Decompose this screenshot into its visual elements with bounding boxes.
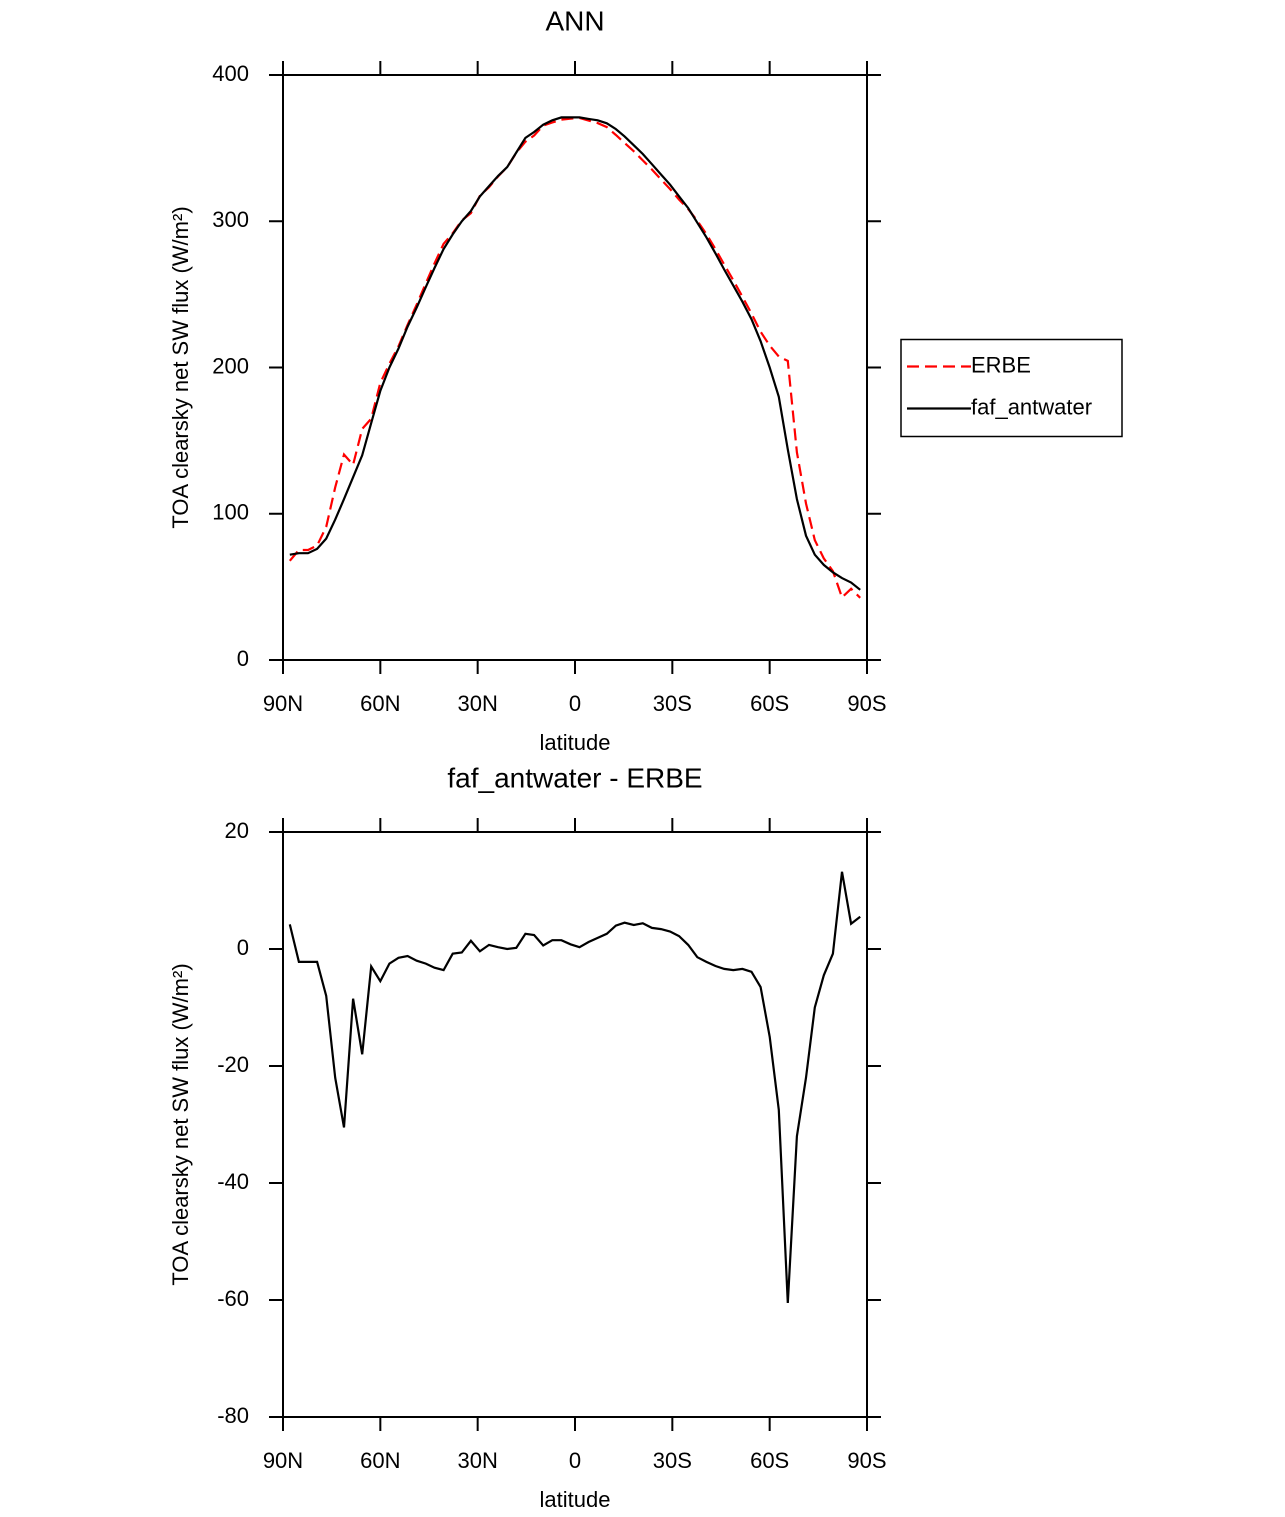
y-tick-label: -80 [217,1403,249,1428]
y-tick-label: 0 [237,935,249,960]
x-tick-label: 90N [263,1448,303,1473]
legend-box [900,338,1123,438]
x-tick-label: 30S [653,1448,692,1473]
plot-frame [282,74,868,661]
y-tick-label: 20 [225,818,249,843]
x-tick-label: 60N [360,691,400,716]
x-tick-label: 30N [457,1448,497,1473]
x-tick-label: 30N [457,691,497,716]
y-tick-label: 100 [212,500,249,525]
x-tick-label: 90N [263,691,303,716]
legend-label: ERBE [971,352,1031,377]
x-tick-label: 60S [750,691,789,716]
y-axis-label: TOA clearsky net SW flux (W/m²) [168,206,193,528]
x-tick-label: 0 [569,691,581,716]
x-tick-label: 90S [847,691,886,716]
y-tick-label: 0 [237,646,249,671]
x-tick-label: 60N [360,1448,400,1473]
y-tick-label: -20 [217,1052,249,1077]
data-line [288,116,861,600]
x-tick-label: 30S [653,691,692,716]
plot-frame [282,831,868,1418]
y-tick-label: -60 [217,1286,249,1311]
x-tick-label: 90S [847,1448,886,1473]
y-axis-label: TOA clearsky net SW flux (W/m²) [168,963,193,1285]
x-tick-label: 0 [569,1448,581,1473]
x-axis-label: latitude [540,1487,611,1512]
y-tick-label: 300 [212,207,249,232]
data-line [289,116,861,591]
y-tick-label: 400 [212,61,249,86]
chart-title: faf_antwater - ERBE [447,762,702,793]
x-axis-label: latitude [540,730,611,755]
y-tick-label: 200 [212,353,249,378]
chart-title: ANN [545,5,604,36]
y-tick-label: -40 [217,1169,249,1194]
x-tick-label: 60S [750,1448,789,1473]
legend-label: faf_antwater [971,394,1092,419]
data-line [288,871,861,1303]
